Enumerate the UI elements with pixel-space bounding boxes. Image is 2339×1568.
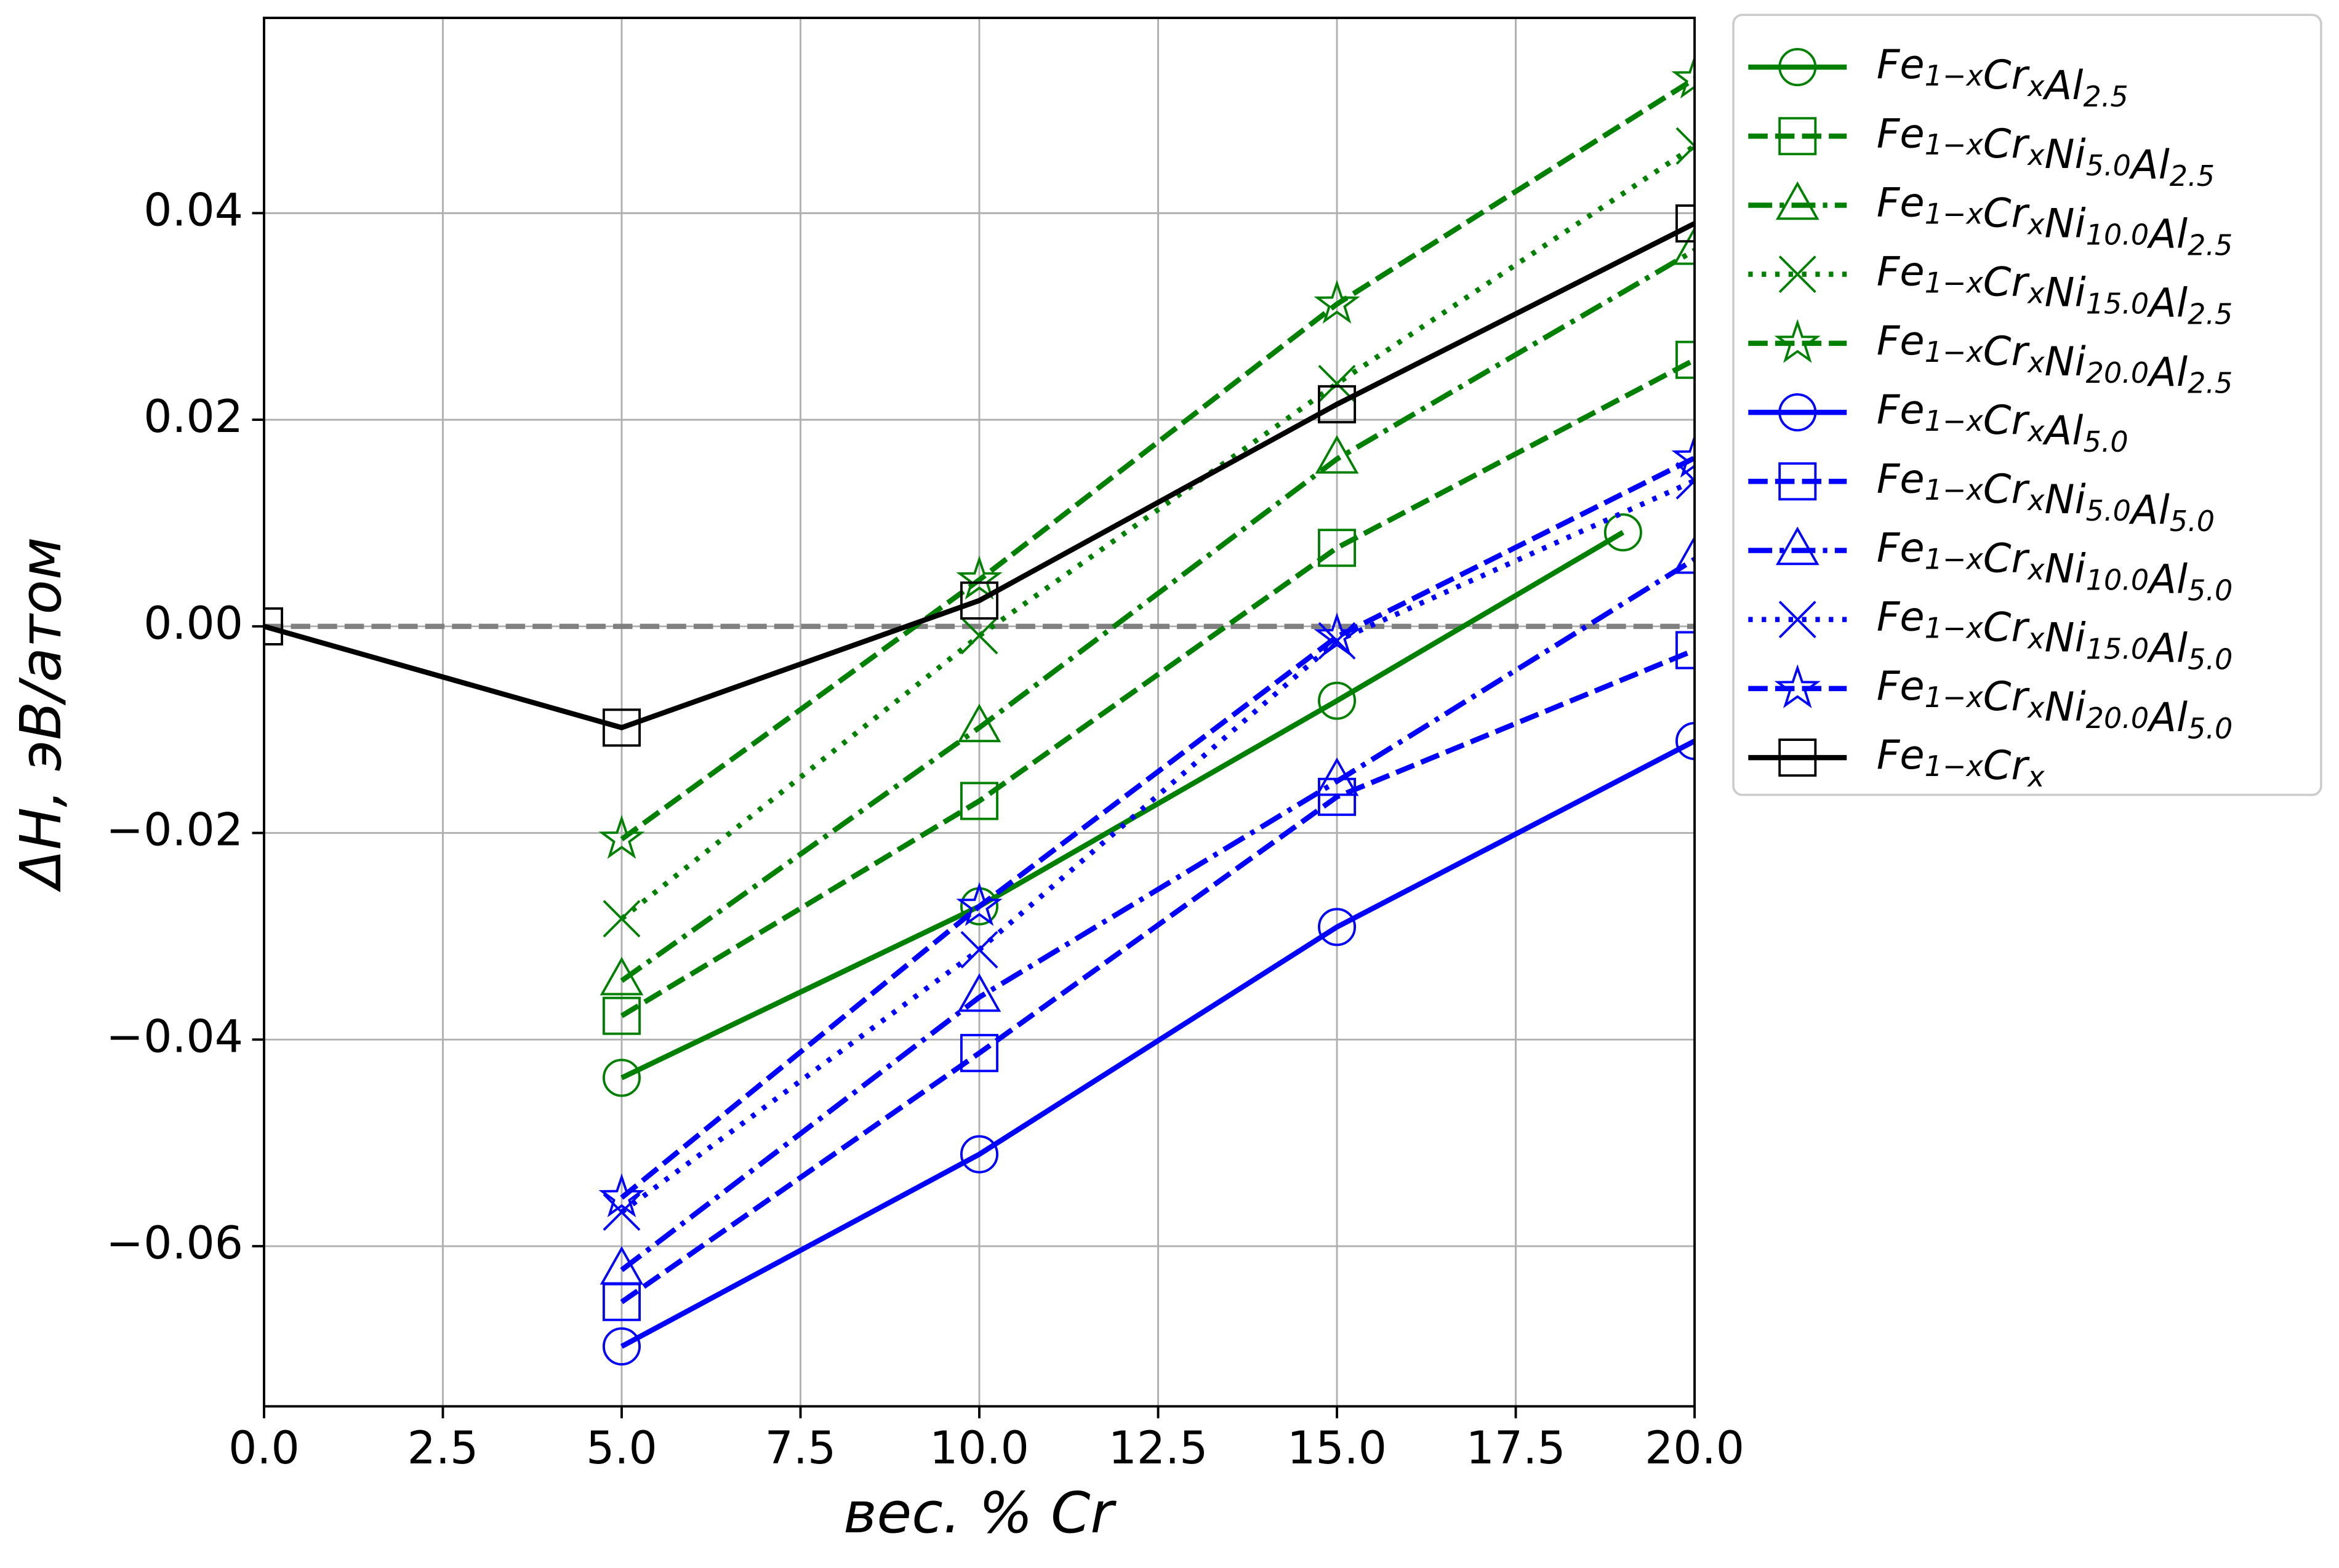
marker xyxy=(1675,340,1695,379)
marker xyxy=(1775,181,1819,220)
x-tick-label: 15.0 xyxy=(1287,1423,1387,1474)
marker xyxy=(1675,127,1695,165)
marker xyxy=(1318,529,1357,567)
legend-label: Fe1−xCrxAl5.0 xyxy=(1877,386,2128,458)
series-line xyxy=(620,76,1695,842)
plot-area xyxy=(263,54,1695,1366)
legend-box xyxy=(1732,14,2322,796)
marker xyxy=(960,1135,999,1174)
marker xyxy=(602,1327,641,1366)
series-line xyxy=(620,557,1695,1273)
marker xyxy=(1778,48,1817,87)
y-tick-label: −0.04 xyxy=(106,1011,243,1063)
legend-label: Fe1−xCrxNi20.0Al5.0 xyxy=(1877,663,2233,745)
series-line xyxy=(620,248,1695,983)
marker xyxy=(1318,908,1357,946)
marker xyxy=(960,1034,999,1073)
marker xyxy=(1778,462,1817,501)
marker xyxy=(600,1246,644,1285)
marker xyxy=(263,607,283,646)
series-line xyxy=(620,357,1695,1018)
marker xyxy=(1778,255,1816,294)
marker xyxy=(956,882,1003,926)
marker xyxy=(598,1173,645,1218)
marker xyxy=(1315,435,1359,474)
marker xyxy=(1675,722,1695,761)
axes: 0.0 2.5 5.0 7.5 10.0 12.5 15.0 17.5 20.0 −0.06 −0.… xyxy=(106,185,1744,1474)
marker xyxy=(1672,226,1695,265)
marker xyxy=(1314,279,1360,324)
legend-label: Fe1−xCrxNi15.0Al5.0 xyxy=(1877,594,2233,676)
series-line xyxy=(620,143,1695,921)
series-line xyxy=(263,221,1695,730)
marker xyxy=(602,996,641,1035)
marker xyxy=(1671,433,1695,478)
marker xyxy=(603,1193,641,1231)
marker xyxy=(603,900,641,938)
marker xyxy=(957,973,1001,1012)
marker xyxy=(957,703,1001,743)
marker xyxy=(600,956,644,996)
y-tick-label: 0.04 xyxy=(143,185,243,236)
marker xyxy=(960,581,999,620)
x-tick-label: 2.5 xyxy=(407,1423,479,1474)
x-tick-label: 5.0 xyxy=(586,1423,657,1474)
marker xyxy=(1774,664,1821,708)
marker xyxy=(602,1058,641,1097)
legend-label: Fe1−xCrx xyxy=(1877,732,2045,793)
y-tick-label: −0.02 xyxy=(106,805,243,857)
y-axis-label: ΔH, эВ/атом xyxy=(8,537,74,892)
legend-label: Fe1−xCrxAl2.5 xyxy=(1877,41,2128,113)
y-tick-label: −0.06 xyxy=(106,1218,243,1270)
marker xyxy=(1671,54,1695,99)
marker xyxy=(1778,601,1816,639)
marker xyxy=(960,782,999,820)
series-line xyxy=(620,455,1695,1200)
marker xyxy=(1778,117,1817,156)
marker xyxy=(1778,738,1817,777)
marker xyxy=(960,617,998,655)
x-tick-label: 0.0 xyxy=(228,1423,300,1474)
legend-label: Fe1−xCrxNi5.0Al2.5 xyxy=(1877,110,2215,192)
marker xyxy=(1672,535,1695,574)
marker xyxy=(602,708,641,747)
x-tick-label: 10.0 xyxy=(929,1423,1029,1474)
legend-label: Fe1−xCrxNi10.0Al5.0 xyxy=(1877,525,2233,607)
marker xyxy=(1675,204,1695,243)
legend-label: Fe1−xCrxNi20.0Al2.5 xyxy=(1877,318,2233,399)
series-line xyxy=(620,530,1624,1081)
marker xyxy=(1603,513,1642,552)
x-axis-label: вес. % Cr xyxy=(843,1480,1117,1546)
marker xyxy=(1315,757,1359,796)
x-tick-label: 20.0 xyxy=(1645,1423,1744,1474)
series-line xyxy=(620,647,1695,1305)
x-tick-label: 17.5 xyxy=(1466,1423,1566,1474)
legend-label: Fe1−xCrxNi10.0Al2.5 xyxy=(1877,180,2233,262)
y-tick-label: 0.00 xyxy=(143,598,243,650)
legend-label: Fe1−xCrxNi15.0Al2.5 xyxy=(1877,249,2233,330)
marker xyxy=(1774,319,1821,363)
marker xyxy=(960,930,998,969)
legend: Fe1−xCrxAl2.5Fe1−xCrxNi5.0Al2.5Fe1−xCrxN… xyxy=(1748,41,2233,793)
marker xyxy=(1318,385,1357,423)
y-tick-label: 0.02 xyxy=(143,391,243,443)
marker xyxy=(1314,612,1360,657)
marker xyxy=(1675,462,1695,500)
series-line xyxy=(620,738,1695,1349)
marker xyxy=(1778,393,1817,432)
x-tick-label: 7.5 xyxy=(765,1423,837,1474)
x-tick-label: 12.5 xyxy=(1109,1423,1208,1474)
marker xyxy=(598,815,645,859)
marker xyxy=(1318,681,1357,720)
marker xyxy=(956,555,1003,600)
legend-label: Fe1−xCrxNi5.0Al5.0 xyxy=(1877,455,2215,537)
marker xyxy=(1675,631,1695,670)
marker xyxy=(1775,526,1819,566)
